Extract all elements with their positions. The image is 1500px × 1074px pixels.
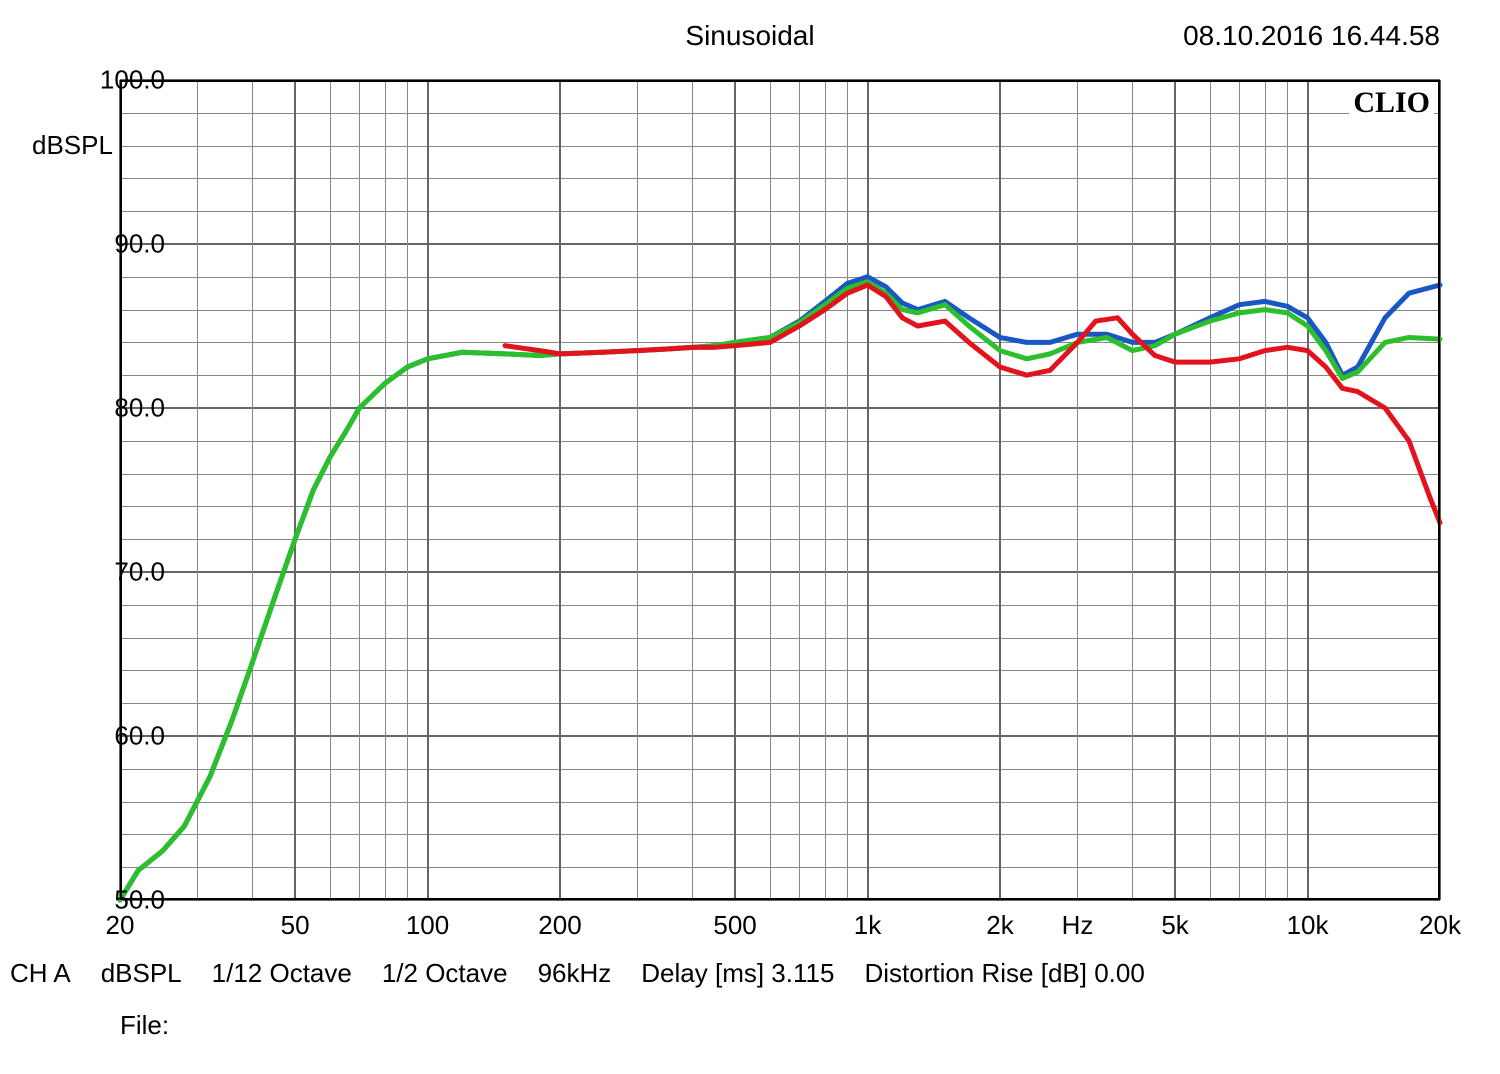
plot-border (120, 80, 1440, 900)
y-tick-label: 90.0 (75, 229, 165, 260)
x-tick-label: 20k (1419, 910, 1461, 941)
footer-info: CH A dBSPL 1/12 Octave 1/2 Octave 96kHz Delay… (10, 958, 1500, 989)
x-tick-label: 1k (854, 910, 881, 941)
footer-item: CH A (10, 958, 71, 988)
footer-item: 1/12 Octave (212, 958, 352, 988)
x-tick-label: 5k (1161, 910, 1188, 941)
footer-item: 1/2 Octave (382, 958, 508, 988)
chart-timestamp: 08.10.2016 16.44.58 (1183, 20, 1440, 52)
file-label: File: (120, 1010, 169, 1041)
x-axis-unit: Hz (1062, 910, 1094, 941)
x-tick-label: 10k (1287, 910, 1329, 941)
footer-item: Delay [ms] 3.115 (641, 958, 834, 988)
x-tick-label: 100 (406, 910, 449, 941)
footer-item: 96kHz (538, 958, 612, 988)
footer-item: dBSPL (101, 958, 182, 988)
x-tick-label: 50 (281, 910, 310, 941)
plot-area: CLIO (120, 80, 1440, 900)
x-tick-label: 200 (538, 910, 581, 941)
y-tick-label: 80.0 (75, 393, 165, 424)
y-tick-label: 50.0 (75, 885, 165, 916)
brand-label: CLIO (1349, 86, 1434, 120)
chart-title: Sinusoidal (685, 20, 814, 52)
y-tick-label: 100.0 (75, 65, 165, 96)
x-tick-label: 500 (713, 910, 756, 941)
header-row: Sinusoidal 08.10.2016 16.44.58 (0, 20, 1500, 60)
y-tick-label: 60.0 (75, 721, 165, 752)
y-axis-unit: dBSPL (32, 130, 113, 161)
x-tick-label: 2k (986, 910, 1013, 941)
footer-item: Distortion Rise [dB] 0.00 (864, 958, 1144, 988)
y-tick-label: 70.0 (75, 557, 165, 588)
